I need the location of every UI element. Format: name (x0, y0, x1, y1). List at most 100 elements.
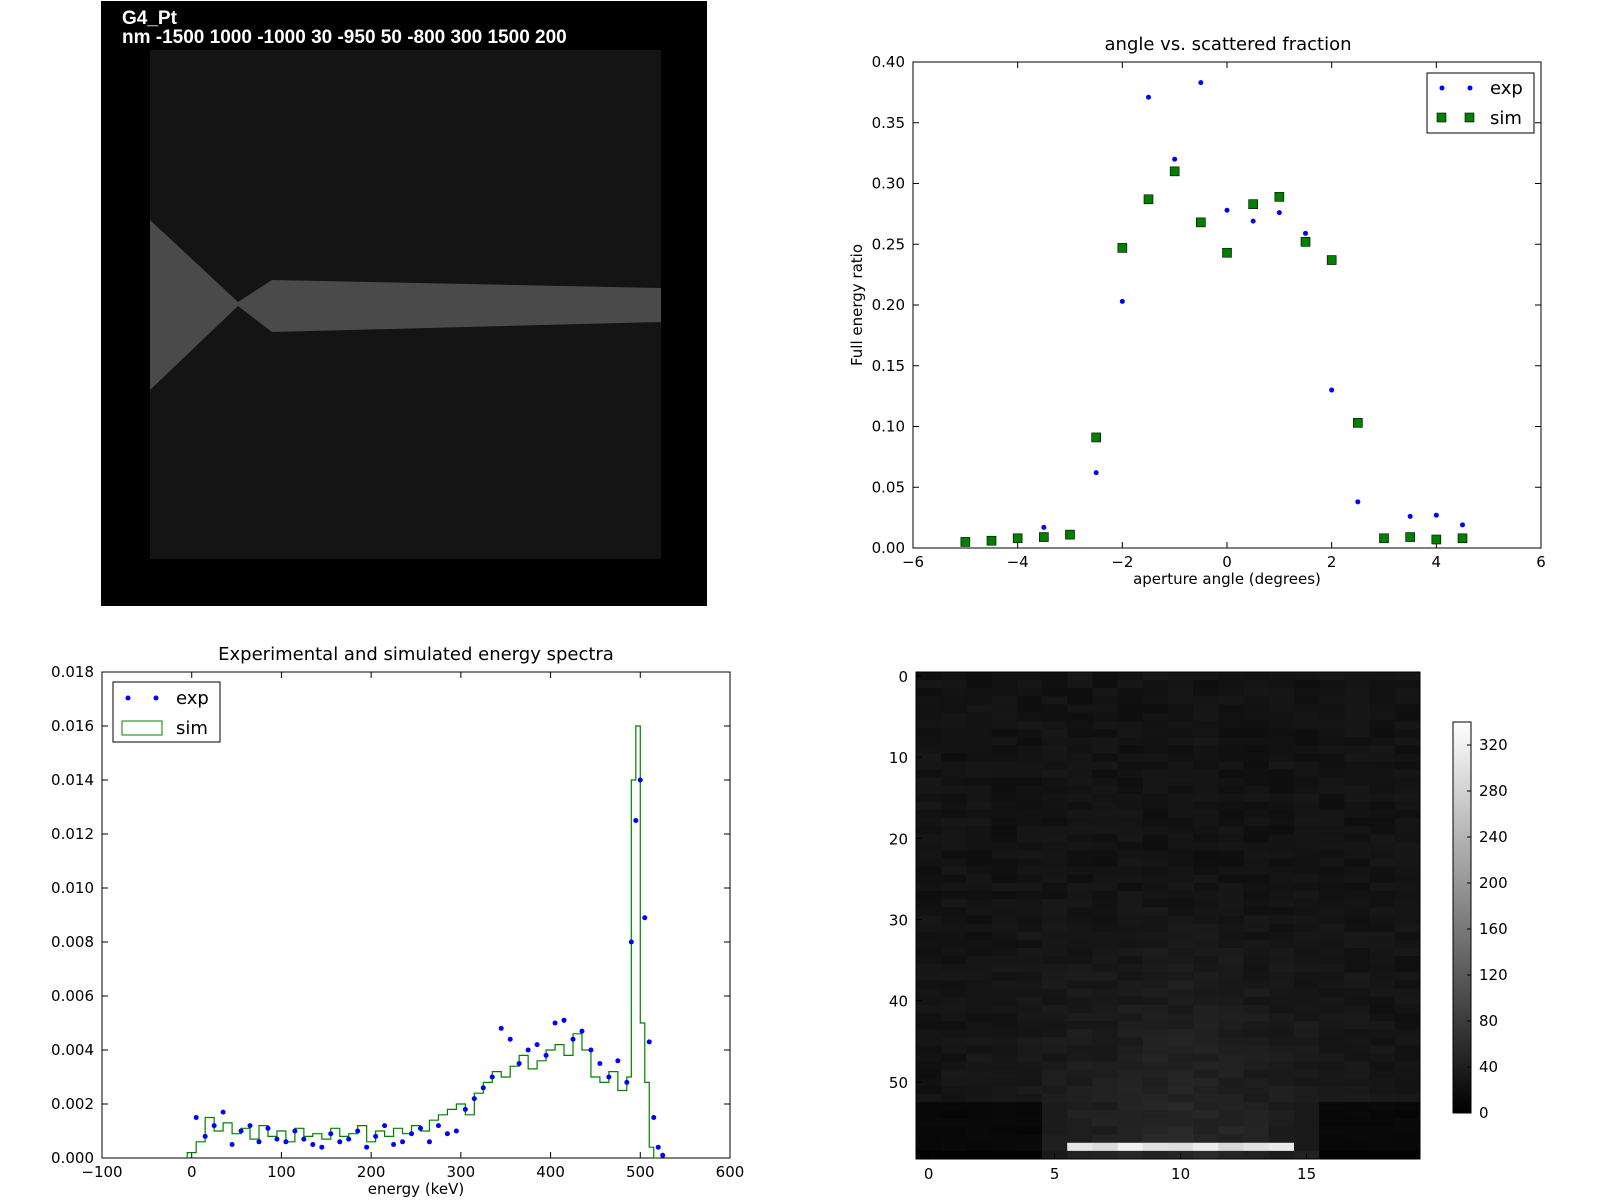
heatmap-cell (1092, 1110, 1118, 1119)
heatmap-cell (1092, 737, 1118, 746)
heatmap-cell (916, 696, 942, 705)
heatmap-cell (1244, 899, 1270, 908)
angle-x-tick-label: −4 (1007, 553, 1029, 571)
spectra-exp-point (490, 1075, 495, 1080)
geometry-params: nm -1500 1000 -1000 30 -950 50 -800 300 … (122, 27, 567, 48)
heatmap-cell (1269, 713, 1295, 722)
heatmap-cell (1017, 745, 1043, 754)
heatmap-cell (916, 680, 942, 689)
heatmap-cell (1193, 1045, 1219, 1054)
heatmap-cell (1168, 696, 1194, 705)
heatmap-y-tick-label: 10 (889, 749, 908, 767)
spectra-exp-point (642, 915, 647, 920)
heatmap-cell (1017, 940, 1043, 949)
heatmap-cell (1017, 1110, 1043, 1119)
heatmap-cell (916, 721, 942, 730)
heatmap-cell (1143, 721, 1169, 730)
heatmap-cell (992, 1118, 1018, 1127)
heatmap-cell (1067, 1062, 1093, 1071)
heatmap-cell (1017, 916, 1043, 925)
heatmap-cell (916, 1029, 942, 1038)
heatmap-cell (1294, 1118, 1320, 1127)
heatmap-cell (1294, 1029, 1320, 1038)
heatmap-cell (1319, 940, 1345, 949)
heatmap-cell (1143, 883, 1169, 892)
heatmap-cell (1143, 851, 1169, 860)
heatmap-cell (1067, 729, 1093, 738)
heatmap-cell (1118, 1045, 1144, 1054)
heatmap-cell (1143, 980, 1169, 989)
heatmap-cell (1319, 713, 1345, 722)
heatmap-cell (1294, 1135, 1320, 1144)
heatmap-cell (941, 737, 967, 746)
heatmap-cell (1218, 672, 1244, 681)
heatmap-cell (1395, 1021, 1421, 1030)
heatmap-cell (1395, 769, 1421, 778)
heatmap-cell (941, 1021, 967, 1030)
heatmap-cell (916, 688, 942, 697)
spectra-exp-point (633, 818, 638, 823)
heatmap-cell (966, 1086, 992, 1095)
heatmap-cell (1168, 1135, 1194, 1144)
angle-sim-point (1327, 256, 1336, 265)
heatmap-cell (1193, 753, 1219, 762)
heatmap-cell (1168, 859, 1194, 868)
heatmap-cell (1067, 916, 1093, 925)
heatmap-cell (1269, 1078, 1295, 1087)
angle-sim-point (987, 536, 996, 545)
angle-sim-point (1039, 533, 1048, 542)
spectra-y-tick-label: 0.008 (51, 933, 94, 951)
heatmap-cell (1017, 696, 1043, 705)
spectra-exp-point (257, 1139, 262, 1144)
heatmap-cell (1067, 1013, 1093, 1022)
heatmap-cell (1042, 778, 1068, 787)
heatmap-cell (916, 948, 942, 957)
heatmap-cell (1092, 1102, 1118, 1111)
heatmap-cell (1269, 1151, 1295, 1160)
heatmap-cell (1067, 1037, 1093, 1046)
heatmap-cell (1319, 883, 1345, 892)
heatmap-cell (1118, 802, 1144, 811)
angle-exp-point (1329, 388, 1334, 393)
spectra-chart: Experimental and simulated energy spectr… (51, 644, 744, 1198)
heatmap-cell (1143, 680, 1169, 689)
heatmap-cell (992, 851, 1018, 860)
heatmap-cell (1344, 1070, 1370, 1079)
heatmap-cell (1168, 778, 1194, 787)
heatmap-cell (1118, 1151, 1144, 1160)
heatmap-cell (1017, 1102, 1043, 1111)
heatmap-cell (1344, 737, 1370, 746)
heatmap-cell (1244, 972, 1270, 981)
heatmap-cell (941, 794, 967, 803)
heatmap-cell (941, 916, 967, 925)
heatmap-cell (1244, 786, 1270, 795)
heatmap-cell (1143, 956, 1169, 965)
heatmap-cell (1395, 1053, 1421, 1062)
heatmap-cell (1118, 761, 1144, 770)
heatmap-cell (941, 753, 967, 762)
angle-sim-point (1406, 533, 1415, 542)
heatmap-cell (1218, 883, 1244, 892)
heatmap-cell (1042, 753, 1068, 762)
heatmap-cell (1395, 713, 1421, 722)
heatmap-cell (1294, 802, 1320, 811)
spectra-exp-point (508, 1037, 513, 1042)
heatmap-cell (1294, 980, 1320, 989)
heatmap-cell (1294, 997, 1320, 1006)
heatmap-cell (1067, 1151, 1093, 1160)
spectra-exp-point (526, 1048, 531, 1053)
heatmap-cell (1092, 794, 1118, 803)
heatmap-cell (1319, 810, 1345, 819)
heatmap-cell (1067, 834, 1093, 843)
heatmap-cell (1269, 997, 1295, 1006)
heatmap-cell (1118, 997, 1144, 1006)
heatmap-cell (1143, 688, 1169, 697)
heatmap-cell (1319, 1005, 1345, 1014)
heatmap-cell (992, 802, 1018, 811)
heatmap-cell (1269, 989, 1295, 998)
heatmap-cell (966, 1094, 992, 1103)
heatmap-cell (1370, 972, 1396, 981)
heatmap-cell (916, 1070, 942, 1079)
heatmap-cell (1092, 956, 1118, 965)
angle-chart-legend: exp sim (1427, 73, 1534, 133)
